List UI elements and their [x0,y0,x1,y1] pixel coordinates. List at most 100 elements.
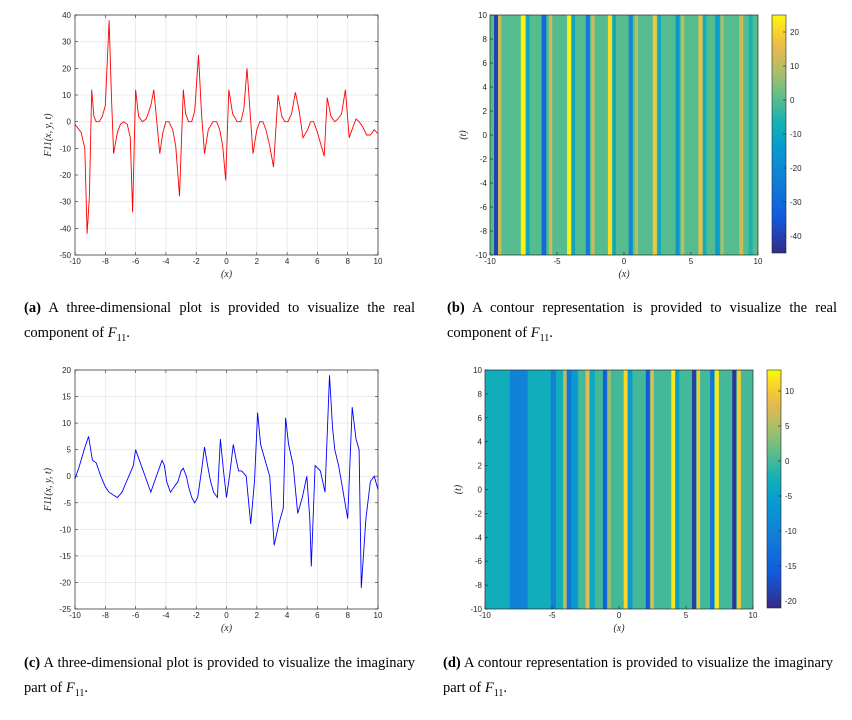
heatmap-stripe [645,370,650,609]
y-axis-label: (t) [453,484,464,494]
x-tick-label: 5 [684,611,689,620]
caption-d-subscript: 11 [493,687,504,699]
y-tick-label: 10 [473,366,482,375]
caption-c-label: (c) [24,655,41,671]
heatmap-stripe [628,15,633,255]
heatmap-stripe [526,15,530,255]
caption-d-symbol: F [484,680,494,696]
heatmap-background [490,15,758,255]
caption-d-text: A contour representation is provided to … [443,655,833,696]
heatmap-stripe [739,15,744,255]
chart-c-svg: -10 -8 -6 -4 -2 0 2 4 6 8 10-25-20-15-10-505101520… [43,366,383,634]
heatmap-stripe [650,370,654,609]
heatmap-stripe [710,370,715,609]
heatmap-stripe [563,370,567,609]
colorbar-tick-label: -20 [790,164,802,173]
y-tick-label: 0 [478,486,483,495]
x-tick-label: -10 [69,611,81,620]
y-tick-label: -10 [470,605,482,614]
y-tick-label: 6 [478,414,483,423]
heatmap-stripe [692,370,697,609]
heatmap-stripe [623,370,628,609]
caption-d: (d) A contour representation is provided… [443,651,833,706]
y-tick-label: -2 [475,509,483,518]
heatmap-stripe [607,15,612,255]
x-tick-label: 4 [285,611,290,620]
x-tick-label: -10 [484,257,496,266]
y-tick-label: -15 [59,552,71,561]
y-axis-label: F11(x, y, t) [43,467,54,512]
x-tick-label: -8 [102,257,110,266]
x-tick-label: -4 [162,611,170,620]
y-tick-label: -8 [480,227,488,236]
x-tick-label: 8 [345,257,350,266]
y-tick-label: -8 [475,581,483,590]
heatmap-stripe [675,370,680,609]
colorbar-tick-label: -10 [790,130,802,139]
heatmap-stripe [602,370,607,609]
colorbar-tick-label: 5 [785,422,790,431]
caption-d-end: . [503,680,507,696]
y-tick-label: 15 [62,393,71,402]
heatmap-stripe [548,15,553,255]
y-tick-label: -6 [475,557,483,566]
x-tick-label: 0 [617,611,622,620]
y-tick-label: 2 [478,462,483,471]
heatmap-stripe [634,15,639,255]
figure-a-chart: -10 -8 -6 -4 -2 0 2 4 6 8 10 -50 -40 -30 -20 -10 0 10 20 30… [0,0,400,290]
heatmap-stripe [541,15,547,255]
caption-b-label: (b) [447,300,465,316]
y-tick-label: 10 [478,11,487,20]
plot-frame [74,14,379,256]
heatmap-stripe [680,15,685,255]
x-axis-label: (x) [221,623,233,634]
heatmap-stripe [720,15,724,255]
chart-a-svg: -10 -8 -6 -4 -2 0 2 4 6 8 10-50-40-30-20-100102030… [43,11,383,280]
caption-b-end: . [549,325,553,341]
y-tick-label: 8 [478,390,483,399]
heatmap-stripe [527,370,551,609]
colorbar-tick-label: 20 [790,28,799,37]
heatmap-stripe [585,15,590,255]
caption-a-subscript: 11 [116,332,127,344]
heatmap-stripe [652,15,657,255]
heatmap-stripe [485,370,511,609]
x-tick-label: 6 [315,611,320,620]
y-tick-label: -10 [475,251,487,260]
caption-c-symbol: F [65,680,75,696]
heatmap-stripe [675,15,680,255]
x-tick-label: 6 [315,257,320,266]
heatmap-stripe [612,15,616,255]
y-tick-label: -20 [59,171,71,180]
heatmap-stripe [591,15,595,255]
y-tick-label: -10 [59,525,71,534]
x-tick-label: 10 [754,257,763,266]
x-tick-label: -6 [132,611,140,620]
x-tick-label: 0 [622,257,627,266]
colorbar-tick-label: 0 [785,457,790,466]
figure-d-chart: -10 -5 0 5 10 -10 -8 -6 -4 -2 0 2 4 6 8 10 (x) (t) 10 5 0 -5-… [430,356,850,646]
heatmap-stripe [520,15,526,255]
y-tick-label: -10 [59,144,71,153]
y-tick-label: 0 [483,131,488,140]
colorbar [766,369,782,609]
y-tick-label: 10 [62,91,71,100]
heatmap-stripe [585,370,590,609]
series-line-a [74,20,379,234]
x-tick-label: -8 [102,611,110,620]
x-tick-label: 4 [285,257,290,266]
heatmap-stripe [698,15,703,255]
colorbar-tick-label: -40 [790,232,802,241]
x-tick-label: 5 [689,257,694,266]
caption-b-symbol: F [530,325,540,341]
caption-a: (a) A three-dimensional plot is provided… [24,296,415,351]
y-tick-label: 20 [62,64,71,73]
colorbar-tick-label: -10 [785,527,797,536]
x-tick-label: 0 [224,257,229,266]
heatmap-stripe [736,370,741,609]
caption-a-symbol: F [107,325,117,341]
heatmap-stripe [498,15,502,255]
figure-b-chart: -10 -5 0 5 10 -10 -8 -6 -4 -2 0 2 4 6 8 10 (x) (t) 20 10 0 -1… [430,0,850,290]
caption-d-label: (d) [443,655,461,671]
y-tick-label: -4 [475,533,483,542]
